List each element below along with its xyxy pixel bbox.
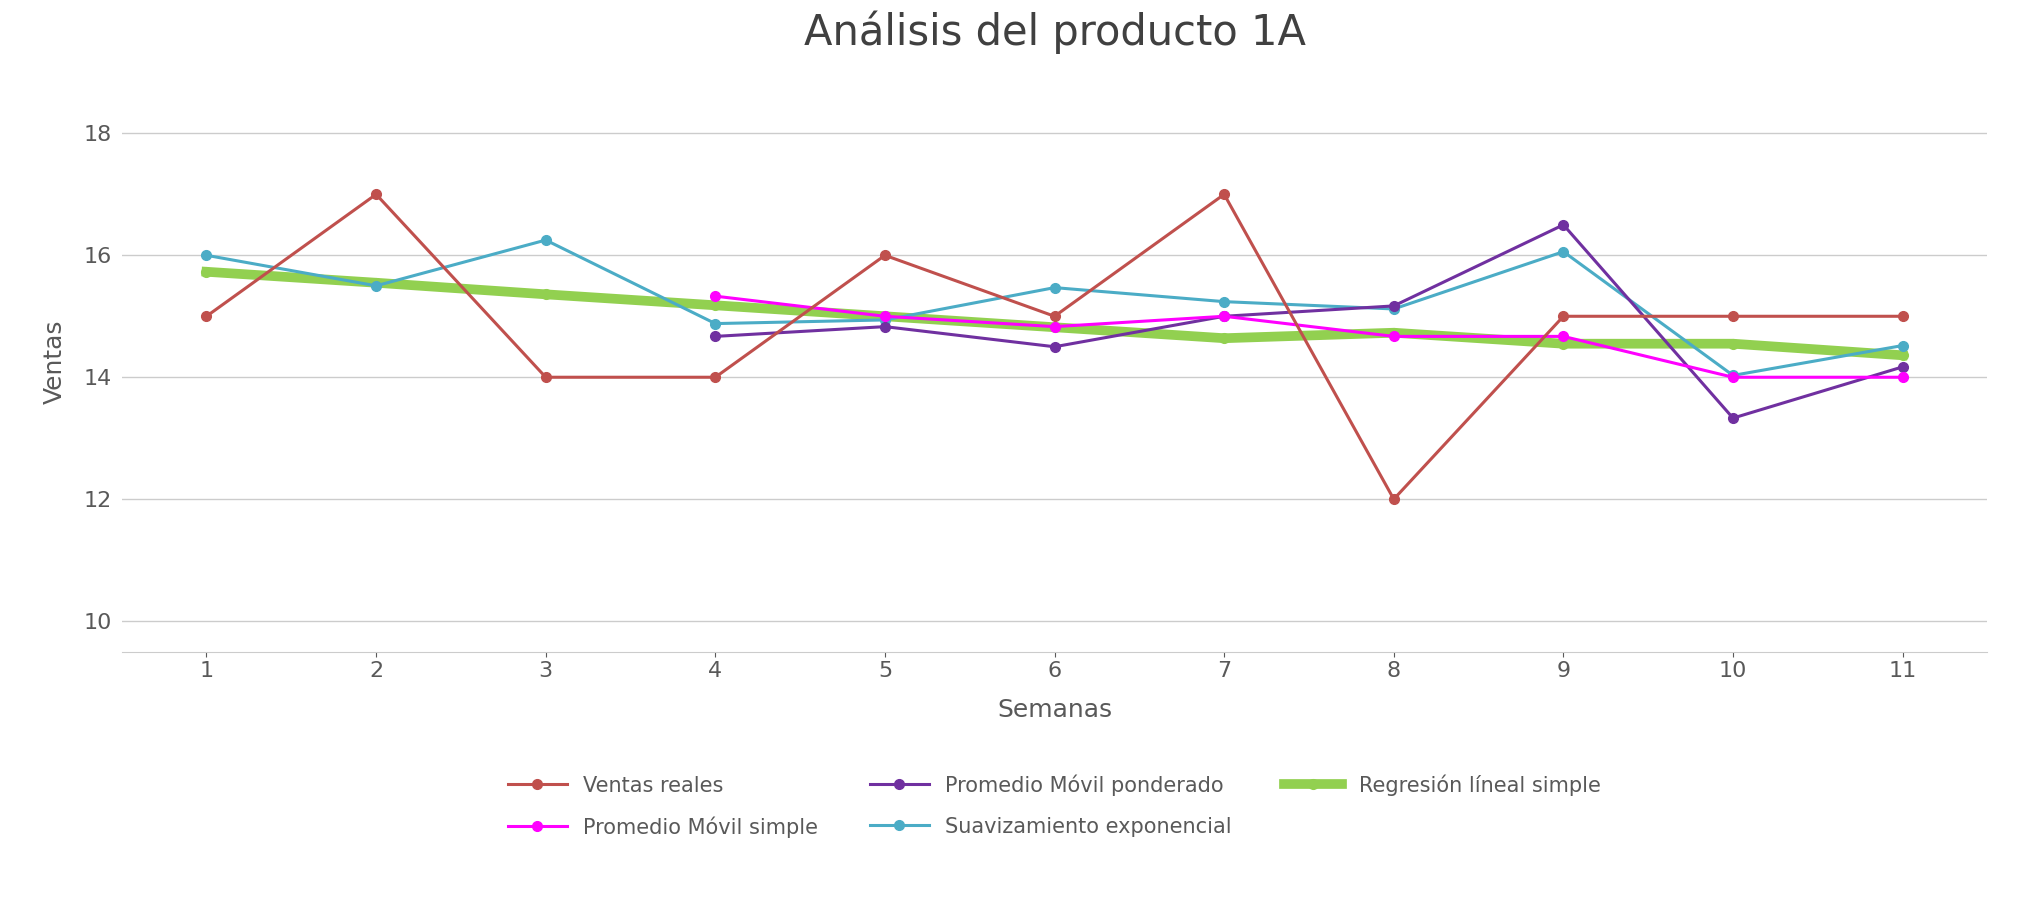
Ventas reales	[1722, 310, 1746, 321]
Y-axis label: Ventas: Ventas	[43, 319, 67, 405]
Regresión líneal simple	[872, 310, 896, 321]
Promedio Móvil simple	[1551, 331, 1576, 342]
Ventas reales	[704, 372, 728, 383]
Suavizamiento exponencial	[533, 234, 558, 245]
Promedio Móvil ponderado	[1042, 341, 1067, 352]
Line: Promedio Móvil simple: Promedio Móvil simple	[710, 291, 1908, 382]
Ventas reales	[1890, 310, 1914, 321]
Suavizamiento exponencial	[1213, 296, 1237, 307]
Suavizamiento exponencial	[704, 319, 728, 329]
Promedio Móvil ponderado	[1381, 300, 1405, 311]
Line: Promedio Móvil ponderado: Promedio Móvil ponderado	[710, 220, 1908, 423]
Regresión líneal simple	[533, 289, 558, 300]
Suavizamiento exponencial	[1551, 246, 1576, 257]
Suavizamiento exponencial	[1042, 282, 1067, 293]
Ventas reales	[1551, 310, 1576, 321]
Promedio Móvil ponderado	[1890, 361, 1914, 372]
Promedio Móvil simple	[704, 291, 728, 301]
Regresión líneal simple	[1551, 338, 1576, 349]
Regresión líneal simple	[1213, 333, 1237, 344]
Regresión líneal simple	[1890, 350, 1914, 361]
Promedio Móvil simple	[1722, 372, 1746, 383]
Title: Análisis del producto 1A: Análisis del producto 1A	[803, 10, 1306, 53]
Promedio Móvil simple	[1381, 331, 1405, 342]
Legend: Ventas reales, Promedio Móvil simple, Promedio Móvil ponderado, Suavizamiento ex: Ventas reales, Promedio Móvil simple, Pr…	[499, 767, 1610, 847]
Promedio Móvil simple	[1042, 321, 1067, 332]
Suavizamiento exponencial	[1381, 303, 1405, 314]
Suavizamiento exponencial	[195, 250, 219, 261]
Promedio Móvil ponderado	[1722, 413, 1746, 424]
Line: Ventas reales: Ventas reales	[201, 189, 1908, 504]
Promedio Móvil simple	[1213, 310, 1237, 321]
Line: Regresión líneal simple: Regresión líneal simple	[201, 267, 1908, 360]
Suavizamiento exponencial	[363, 281, 387, 291]
Regresión líneal simple	[704, 300, 728, 310]
Line: Suavizamiento exponencial: Suavizamiento exponencial	[201, 235, 1908, 380]
Promedio Móvil simple	[1890, 372, 1914, 383]
Ventas reales	[1042, 310, 1067, 321]
Ventas reales	[872, 250, 896, 261]
Ventas reales	[195, 310, 219, 321]
Promedio Móvil ponderado	[704, 331, 728, 342]
Regresión líneal simple	[1042, 322, 1067, 333]
Ventas reales	[533, 372, 558, 383]
Regresión líneal simple	[1722, 338, 1746, 349]
Suavizamiento exponencial	[1722, 370, 1746, 381]
Promedio Móvil simple	[872, 310, 896, 321]
Ventas reales	[363, 189, 387, 200]
Ventas reales	[1381, 494, 1405, 505]
Suavizamiento exponencial	[872, 315, 896, 326]
Regresión líneal simple	[195, 266, 219, 277]
Regresión líneal simple	[1381, 328, 1405, 338]
Promedio Móvil ponderado	[1213, 310, 1237, 321]
Suavizamiento exponencial	[1890, 340, 1914, 351]
X-axis label: Semanas: Semanas	[998, 698, 1111, 722]
Promedio Móvil ponderado	[1551, 219, 1576, 230]
Ventas reales	[1213, 189, 1237, 200]
Regresión líneal simple	[363, 277, 387, 288]
Promedio Móvil ponderado	[872, 321, 896, 332]
